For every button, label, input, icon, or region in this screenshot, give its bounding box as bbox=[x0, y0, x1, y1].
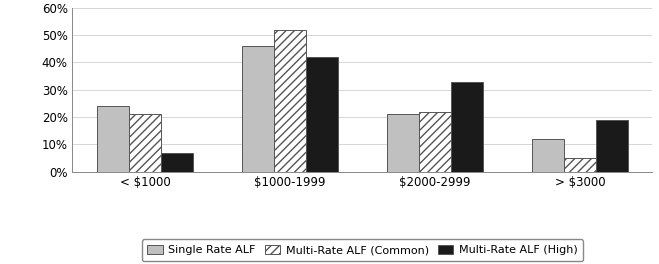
Bar bbox=[451, 82, 483, 172]
Bar bbox=[306, 57, 338, 172]
Bar bbox=[387, 114, 419, 172]
Bar bbox=[129, 114, 161, 172]
Bar bbox=[161, 153, 193, 172]
Bar bbox=[419, 112, 451, 172]
Bar bbox=[97, 106, 129, 172]
Bar bbox=[532, 139, 564, 172]
Bar bbox=[274, 30, 306, 172]
Legend: Single Rate ALF, Multi-Rate ALF (Common), Multi-Rate ALF (High): Single Rate ALF, Multi-Rate ALF (Common)… bbox=[142, 239, 583, 261]
Bar bbox=[596, 120, 628, 172]
Bar bbox=[242, 46, 274, 172]
Bar bbox=[564, 158, 596, 172]
